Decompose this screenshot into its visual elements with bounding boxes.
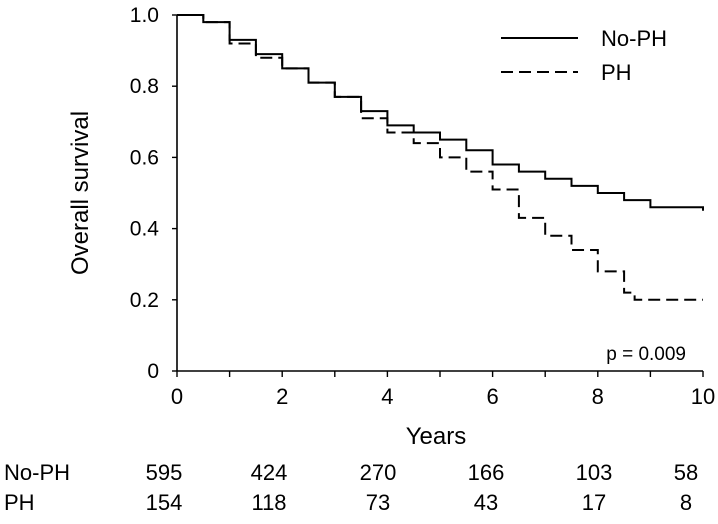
risk-value: 43 [473,490,499,515]
series-line-ph [177,14,703,301]
risk-value: 103 [575,460,613,485]
y-axis-label: Overall survival [67,111,94,275]
y-tick-label: 0 [147,360,159,383]
y-tick-label: 0.4 [130,218,160,241]
y-tick-label: 0.6 [130,146,159,169]
y-tick-label: 1.0 [130,4,159,27]
series-line-no-ph [177,14,704,211]
survival-curves [177,14,704,301]
p-value-annotation: p = 0.009 [606,344,686,365]
risk-value: 595 [145,460,183,485]
x-axis-label: Years [406,423,467,450]
x-tick-label: 4 [381,384,393,409]
risk-value: 270 [359,460,397,485]
y-tick-label: 0.8 [130,75,159,98]
legend-label: PH [601,60,632,85]
risk-value: 118 [251,490,287,515]
legend: No-PH PH [501,26,667,85]
legend-label: No-PH [601,26,667,51]
risk-value: 73 [365,490,391,515]
x-tick-label: 10 [691,384,715,409]
y-tick-label: 0.2 [130,289,159,312]
survival-chart: 0 0.2 0.4 0.6 0.8 1.0 0 2 4 6 8 10 No-PH PH p = 0.00… [67,4,715,450]
x-tick-label: 8 [592,384,604,409]
risk-row-ph: PH 154 118 73 43 17 8 [0,490,718,518]
risk-row-label: PH [4,490,35,515]
axes: 0 0.2 0.4 0.6 0.8 1.0 0 2 4 6 8 10 [130,4,715,409]
x-tick-label: 2 [276,384,288,409]
risk-value: 166 [467,460,505,485]
risk-value: 17 [581,490,607,515]
risk-value: 154 [145,490,183,515]
risk-value: 8 [679,490,693,515]
risk-value: 424 [250,460,288,485]
risk-row-no-ph: No-PH 595 424 270 166 103 58 [0,460,718,488]
risk-value: 58 [673,460,699,485]
risk-row-label: No-PH [4,460,71,485]
x-tick-label: 0 [171,384,183,409]
x-tick-label: 6 [486,384,498,409]
